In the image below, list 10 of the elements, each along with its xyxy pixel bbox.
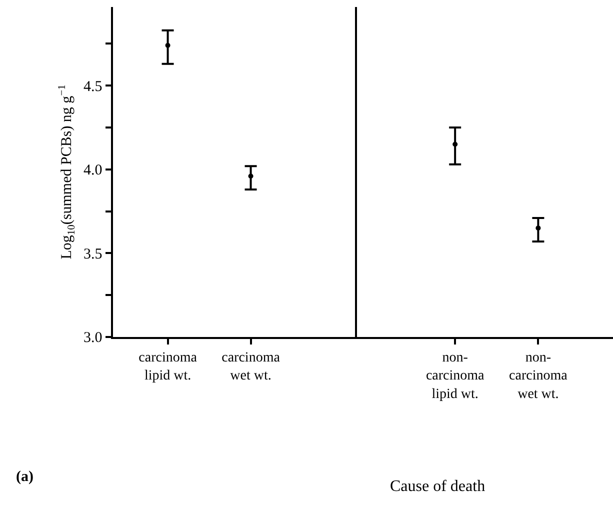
y-tick-label: 4.5	[84, 78, 102, 95]
x-tick-label: carcinoma wet wt.	[222, 350, 281, 384]
x-tick-label: non- carcinoma wet wt.	[509, 350, 568, 402]
y-tick-label: 3.0	[84, 330, 102, 346]
text: (a)	[16, 469, 34, 485]
y-tick-label: 4.0	[84, 162, 102, 179]
x-tick-label: non- carcinoma lipid wt.	[426, 350, 486, 402]
y-tick-label: 3.5	[84, 246, 102, 262]
x-axis-title: Cause of death	[390, 478, 486, 495]
x-tick-label: carcinoma lipid wt.	[138, 350, 198, 384]
